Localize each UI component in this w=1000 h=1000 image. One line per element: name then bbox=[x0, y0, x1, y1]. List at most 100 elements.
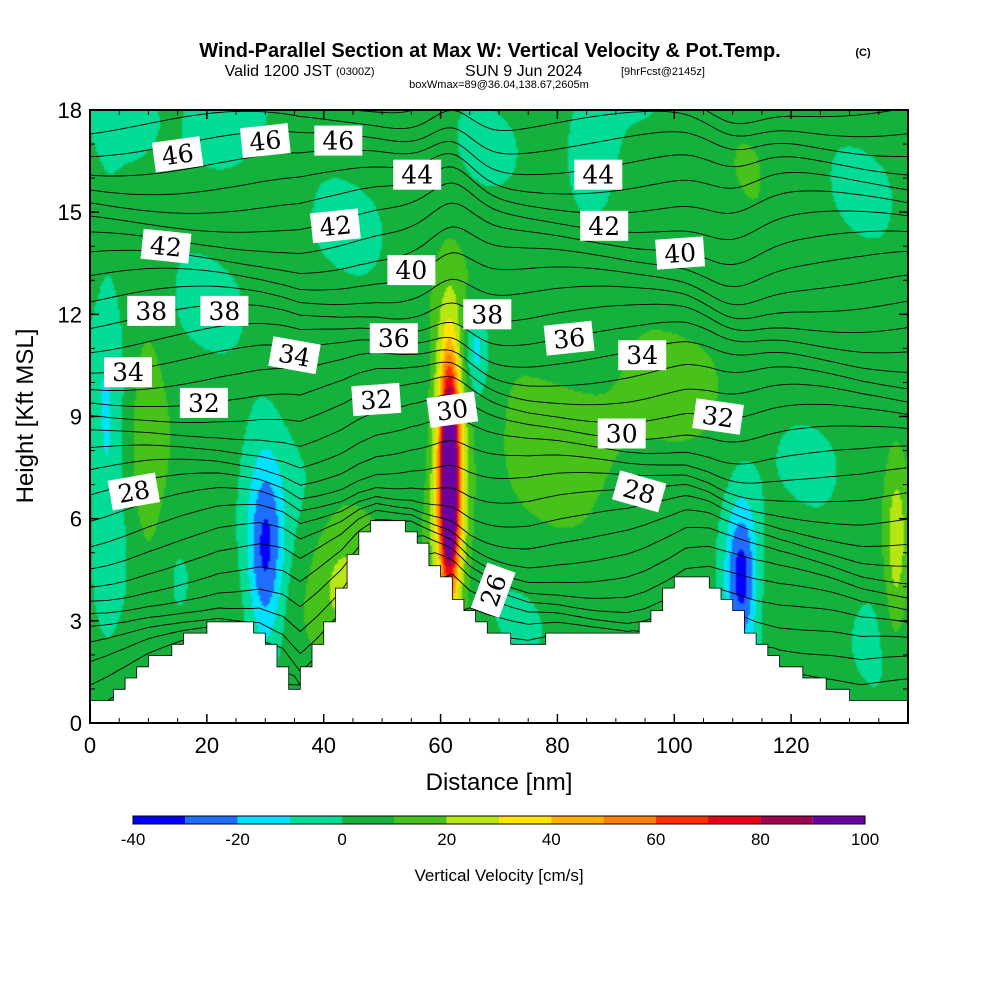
x-tick-label: 120 bbox=[773, 733, 810, 758]
theta-label-text: 28 bbox=[116, 475, 152, 509]
theta-contour bbox=[90, 552, 908, 633]
colorbar-swatch bbox=[133, 816, 186, 824]
theta-label-text: 36 bbox=[378, 324, 410, 353]
theta-label: 40 bbox=[387, 255, 436, 286]
theta-label: 30 bbox=[597, 418, 646, 449]
x-tick-label: 60 bbox=[428, 733, 452, 758]
colorbar-tick-label: 40 bbox=[542, 830, 561, 849]
theta-label: 46 bbox=[151, 136, 204, 173]
theta-contour bbox=[90, 140, 908, 177]
colorbar-tick-label: 100 bbox=[851, 830, 879, 849]
y-tick-label: 18 bbox=[58, 98, 82, 123]
colorbar-swatch bbox=[655, 816, 709, 824]
theta-contour bbox=[90, 573, 908, 655]
colorbar-tick-label: 20 bbox=[437, 830, 456, 849]
theta-label-text: 38 bbox=[135, 297, 167, 326]
theta-label-text: 46 bbox=[248, 125, 283, 157]
theta-label-text: 32 bbox=[188, 389, 220, 418]
theta-label: 42 bbox=[140, 228, 192, 264]
theta-label: 28 bbox=[107, 472, 161, 511]
theta-label: 34 bbox=[268, 336, 321, 375]
theta-label: 38 bbox=[463, 299, 512, 330]
theta-contour bbox=[90, 376, 908, 424]
theta-label-text: 46 bbox=[160, 138, 196, 171]
x-axis-label: Distance [nm] bbox=[426, 769, 573, 796]
contour-label-layer: 46 46 46 44 44 42 42 42 40 40 38 38 38 36 36 34 34 34 32 32… bbox=[104, 123, 744, 618]
colorbar-tick-label: -20 bbox=[225, 830, 250, 849]
theta-label: 38 bbox=[200, 295, 249, 326]
theta-contour bbox=[90, 484, 908, 526]
theta-contour bbox=[90, 349, 908, 391]
theta-label: 36 bbox=[543, 320, 595, 356]
x-tick-label: 100 bbox=[656, 733, 693, 758]
theta-label-text: 30 bbox=[606, 420, 638, 449]
theta-contour bbox=[90, 607, 908, 673]
theta-contour bbox=[90, 182, 908, 241]
theta-label: 46 bbox=[239, 123, 291, 159]
theta-contour bbox=[90, 226, 908, 288]
box-wmax-info: boxWmax=89@36.04,138.67,2605m bbox=[409, 79, 589, 91]
theta-contour bbox=[90, 464, 908, 503]
colorbar-tick-label: 60 bbox=[646, 830, 665, 849]
plot-area bbox=[90, 110, 908, 723]
theta-label-text: 46 bbox=[322, 127, 354, 156]
valid-time: Valid 1200 JST bbox=[225, 63, 333, 80]
theta-label: 38 bbox=[127, 295, 176, 326]
colorbar-swatch bbox=[708, 816, 761, 824]
theta-label-text: 38 bbox=[208, 297, 240, 326]
theta-label: 42 bbox=[580, 210, 629, 241]
theta-contour bbox=[90, 440, 908, 486]
theta-label-text: 32 bbox=[359, 384, 393, 415]
valid-utc: (0300Z) bbox=[336, 66, 375, 78]
colorbar-swatch bbox=[342, 816, 395, 824]
theta-label-text: 34 bbox=[276, 339, 312, 373]
copyright-mark: (C) bbox=[855, 47, 871, 59]
theta-label: 46 bbox=[314, 125, 363, 156]
colorbar-tick-label: 0 bbox=[337, 830, 346, 849]
theta-label: 42 bbox=[309, 208, 361, 244]
x-tick-label: 0 bbox=[84, 733, 96, 758]
theta-contour bbox=[90, 252, 908, 306]
theta-contour bbox=[90, 202, 908, 265]
theta-contour bbox=[90, 394, 908, 447]
theta-label-text: 40 bbox=[395, 256, 427, 285]
colorbar-swatch bbox=[760, 816, 813, 824]
x-tick-label: 40 bbox=[311, 733, 335, 758]
theta-contour bbox=[90, 502, 908, 570]
theta-label: 30 bbox=[426, 391, 479, 428]
colorbar-swatch bbox=[499, 816, 552, 824]
colorbar-swatch bbox=[603, 816, 656, 824]
theta-label: 28 bbox=[611, 470, 667, 513]
theta-label-text: 42 bbox=[318, 210, 353, 242]
theta-contour bbox=[90, 110, 908, 138]
colorbar: -40 -20 0 20 40 60 80 100 bbox=[121, 815, 879, 849]
theta-label-text: 30 bbox=[435, 394, 471, 427]
colorbar-swatch bbox=[185, 816, 238, 824]
theta-contour bbox=[90, 535, 908, 615]
theta-label: 32 bbox=[692, 398, 744, 435]
theta-contour bbox=[90, 415, 908, 469]
colorbar-swatch bbox=[394, 816, 447, 824]
y-tick-label: 0 bbox=[70, 711, 82, 736]
theta-label-text: 42 bbox=[588, 212, 620, 241]
theta-label: 36 bbox=[369, 323, 418, 354]
colorbar-tick-label: -40 bbox=[121, 830, 146, 849]
theta-contour bbox=[90, 509, 908, 588]
theta-label: 44 bbox=[574, 159, 623, 190]
theta-contour bbox=[90, 166, 908, 214]
theta-label: 34 bbox=[618, 340, 667, 371]
theta-contour bbox=[90, 634, 908, 686]
colorbar-frame bbox=[132, 815, 866, 825]
terrain bbox=[90, 520, 908, 723]
theta-contour bbox=[90, 495, 908, 548]
y-tick-label: 6 bbox=[70, 507, 82, 532]
y-axis-label: Height [Kft MSL] bbox=[12, 329, 39, 504]
colorbar-swatch bbox=[812, 816, 865, 824]
theta-contour bbox=[90, 336, 908, 374]
theta-label: 32 bbox=[179, 387, 228, 418]
theta-label-text: 40 bbox=[663, 238, 697, 269]
theta-contour bbox=[90, 278, 908, 320]
colorbar-swatch bbox=[237, 816, 290, 824]
